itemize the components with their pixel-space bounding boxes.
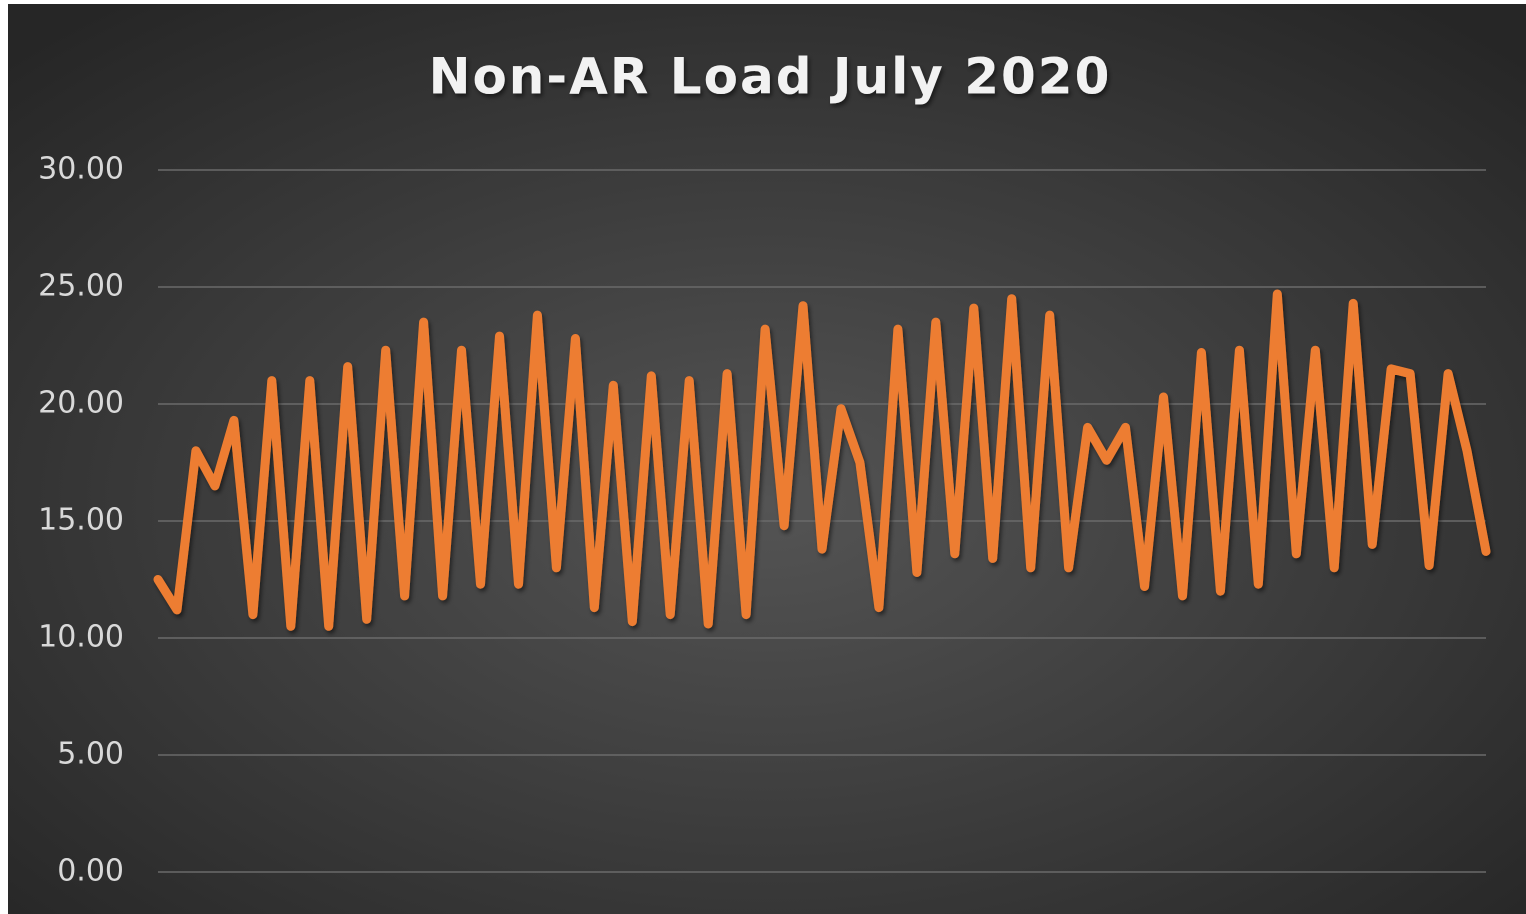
- y-tick-label: 25.00: [38, 269, 124, 304]
- grid: [158, 169, 1486, 873]
- y-tick-label: 10.00: [38, 620, 124, 655]
- y-tick-label: 0.00: [57, 854, 124, 889]
- chart-title: Non-AR Load July 2020: [429, 48, 1112, 106]
- plot: [153, 289, 1491, 631]
- y-tick-label: 30.00: [38, 152, 124, 187]
- y-axis: 0.00 5.00 10.00 15.00 20.00 25.00 30.00: [38, 152, 124, 889]
- y-tick-label: 20.00: [38, 386, 124, 421]
- y-tick-label: 15.00: [38, 503, 124, 538]
- data-line: [153, 289, 1491, 631]
- y-tick-label: 5.00: [57, 737, 124, 772]
